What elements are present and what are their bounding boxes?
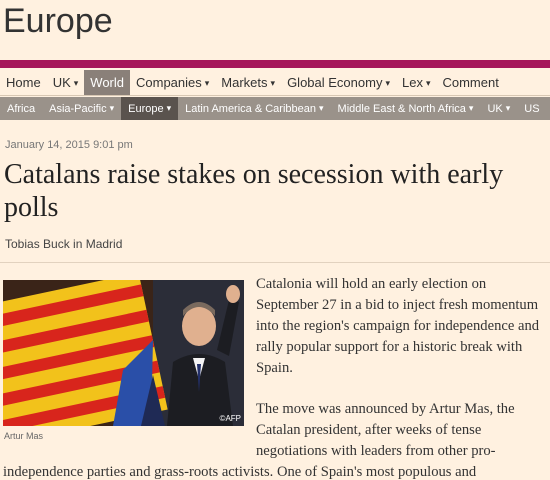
chevron-down-icon: ▾	[425, 78, 431, 88]
nav-item-label: Lex	[401, 75, 423, 90]
article-byline[interactable]: Tobias Buck in Madrid	[5, 237, 123, 251]
chevron-down-icon: ▾	[166, 103, 172, 113]
nav-item-label: Home	[6, 75, 41, 90]
subnav-item-label: Middle East & North Africa	[337, 103, 466, 115]
photo-caption: Artur Mas	[4, 431, 44, 441]
nav-item-world[interactable]: World	[84, 70, 130, 95]
nav-item-label: UK	[52, 75, 71, 90]
chevron-down-icon: ▾	[468, 103, 474, 113]
divider	[0, 262, 550, 263]
nav-item-label: Companies	[136, 75, 202, 90]
subnav-item-europe[interactable]: Europe ▾	[121, 97, 179, 120]
subnav-item-middle-east-north-africa[interactable]: Middle East & North Africa ▾	[331, 97, 481, 120]
primary-nav: Home UK ▾ World Companies ▾ Markets ▾ Global Eco…	[0, 70, 550, 96]
nav-item-lex[interactable]: Lex ▾	[396, 70, 437, 95]
subnav-item-label: UK	[487, 103, 503, 115]
subnav-item-us[interactable]: US	[517, 98, 546, 120]
subnav-item-label: Europe	[128, 103, 164, 115]
nav-item-uk[interactable]: UK ▾	[47, 70, 85, 95]
chevron-down-icon: ▾	[385, 78, 390, 88]
subnav-item-label: Africa	[7, 103, 36, 115]
nav-item-label: Global Economy	[287, 75, 383, 90]
article-paragraph: Catalonia will hold an early election on…	[256, 276, 540, 376]
article-paragraph: independence parties and grass-roots act…	[3, 464, 477, 480]
article-date: January 14, 2015 9:01 pm	[5, 139, 133, 151]
nav-item-global-economy[interactable]: Global Economy ▾	[281, 70, 396, 95]
secondary-nav: Africa Asia-Pacific ▾ Europe ▾ Latin America …	[0, 97, 550, 120]
chevron-down-icon: ▾	[505, 103, 511, 113]
nav-item-comment[interactable]: Comment	[436, 70, 504, 95]
subnav-item-africa[interactable]: Africa	[0, 98, 42, 120]
nav-item-companies[interactable]: Companies ▾	[130, 70, 215, 95]
article-photo[interactable]: ©AFP	[3, 280, 244, 426]
photo-credit: ©AFP	[219, 414, 241, 423]
nav-item-label: Comment	[442, 75, 499, 90]
flag-rally-image	[3, 280, 244, 426]
chevron-down-icon: ▾	[73, 78, 79, 88]
subnav-item-label: US	[524, 103, 540, 115]
article-paragraph: The move was announced by Artur Mas, the…	[256, 401, 515, 459]
article-headline: Catalans raise stakes on secession with …	[4, 159, 504, 223]
nav-item-markets[interactable]: Markets ▾	[215, 70, 281, 95]
nav-item-home[interactable]: Home	[0, 70, 47, 95]
chevron-down-icon: ▾	[204, 78, 210, 88]
subnav-item-label: Asia-Pacific	[49, 103, 107, 115]
nav-item-label: World	[90, 75, 124, 90]
accent-bar	[0, 60, 550, 68]
subnav-item-label: Latin America & Caribbean	[185, 103, 316, 115]
subnav-item-uk[interactable]: UK ▾	[480, 97, 517, 120]
section-title: Europe	[3, 2, 113, 40]
subnav-item-asia-pacific[interactable]: Asia-Pacific ▾	[42, 97, 121, 120]
chevron-down-icon: ▾	[270, 78, 276, 88]
subnav-item-latin-america-caribbean[interactable]: Latin America & Caribbean ▾	[178, 97, 330, 120]
nav-item-label: Markets	[221, 75, 268, 90]
chevron-down-icon: ▾	[109, 103, 115, 113]
chevron-down-icon: ▾	[319, 103, 324, 113]
